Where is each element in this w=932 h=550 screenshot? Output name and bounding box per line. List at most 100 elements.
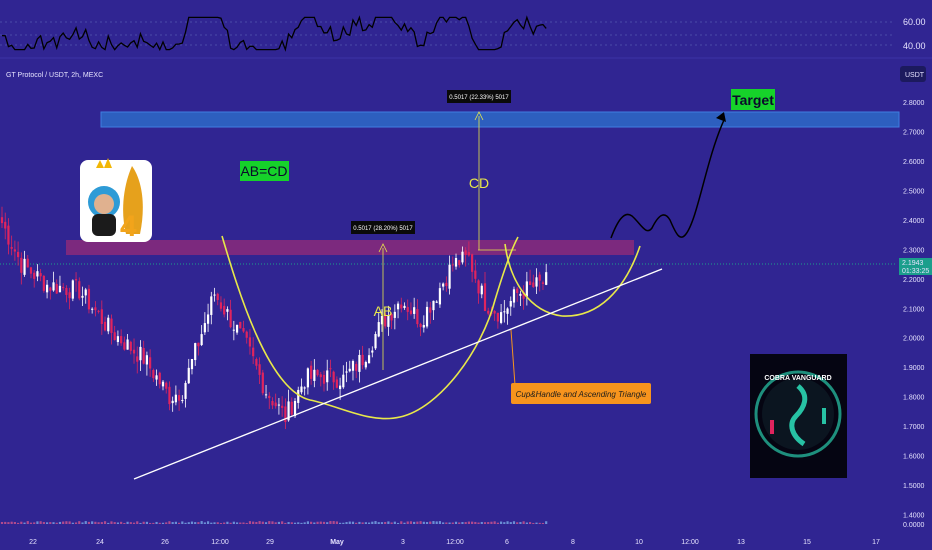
candle-body <box>116 336 120 343</box>
volume-bar <box>206 521 210 524</box>
candle-body <box>535 277 538 287</box>
candle-body <box>110 318 113 333</box>
candle-body <box>149 357 152 369</box>
volume-bar <box>136 521 139 524</box>
current-price-badge <box>899 258 932 275</box>
price-axis[interactable]: 2.8000 2.7000 2.6000 2.5000 2.4000 2.3000 2.20… <box>903 100 925 519</box>
currency-badge[interactable] <box>900 66 926 82</box>
volume-bar <box>461 522 464 524</box>
volume-bar <box>129 522 132 524</box>
candle-body <box>310 365 313 379</box>
candle-body <box>87 288 91 310</box>
volume-bar <box>445 522 448 524</box>
candle-body <box>97 310 100 312</box>
volume-bar <box>432 521 435 524</box>
candle-body <box>361 354 364 366</box>
candle-body <box>190 358 194 370</box>
avatar-body <box>92 214 116 236</box>
volume-bar <box>303 522 306 524</box>
volume-bar <box>310 521 313 524</box>
volume-bar <box>390 522 393 524</box>
candle-body <box>113 332 116 340</box>
volume-bar <box>29 522 33 524</box>
volume-bar <box>248 521 252 524</box>
candle-body <box>100 309 103 324</box>
candle-body <box>435 301 438 303</box>
volume-bar <box>487 522 490 524</box>
volume-bar <box>371 521 374 524</box>
candle-body <box>268 395 271 399</box>
candle-body <box>187 367 190 384</box>
volume-bar <box>483 522 487 524</box>
candle-body <box>345 371 348 373</box>
candle-body <box>20 257 23 273</box>
volume-bar <box>68 521 71 524</box>
volume-bar <box>152 522 155 524</box>
volume-bar <box>126 521 129 524</box>
candle-body <box>194 343 197 361</box>
time-tick-label: 29 <box>266 539 274 546</box>
candle-body <box>448 264 451 289</box>
candle-body <box>219 302 223 309</box>
candle-body <box>374 334 377 349</box>
volume-bar <box>522 521 525 524</box>
candle-body <box>42 275 45 291</box>
candle-body <box>4 221 7 229</box>
volume-bar <box>528 522 532 524</box>
volume-bar <box>297 522 300 524</box>
candle-body <box>235 324 239 333</box>
candle-body <box>451 264 454 266</box>
candle-body <box>58 285 62 293</box>
volume-bar <box>139 522 142 524</box>
candle-body <box>258 364 261 375</box>
candle-body <box>506 308 509 314</box>
volume-bar <box>107 522 110 524</box>
candle-body <box>129 341 132 351</box>
candle-body <box>342 374 345 388</box>
volume-bar <box>74 522 78 524</box>
volume-bar <box>10 521 13 524</box>
projection-arrow-icon <box>716 112 726 122</box>
volume-bar <box>171 522 174 524</box>
volume-bar <box>435 521 438 524</box>
ascending-trendline[interactable] <box>133 268 663 480</box>
candle-body <box>319 374 322 378</box>
time-tick-label: 15 <box>803 539 811 546</box>
price-tick-label: 2.1000 <box>903 306 925 313</box>
volume-bar <box>380 522 384 524</box>
volume-bar <box>477 522 480 524</box>
candle-body <box>178 395 181 401</box>
candle-body <box>145 355 148 365</box>
oscillator-line <box>1 15 547 52</box>
candle-body <box>84 289 87 296</box>
volume-bar <box>42 522 45 524</box>
time-tick-label: 24 <box>96 539 104 546</box>
candle-body <box>126 339 129 350</box>
time-axis[interactable]: 22 24 26 12:00 29 May 3 12:00 6 8 10 12:00 13 15 17 <box>29 539 880 546</box>
volume-bar <box>329 521 332 524</box>
candle-body <box>528 281 532 285</box>
volume-bar <box>471 521 474 524</box>
candle-body <box>487 310 490 314</box>
candle-body <box>158 372 161 385</box>
price-tick-label: 2.2000 <box>903 277 925 284</box>
candle-body <box>284 406 287 423</box>
volume-bar <box>123 522 126 524</box>
brand-name: COBRA VANGUARD <box>764 375 831 382</box>
candle-body <box>396 303 400 310</box>
candle-body <box>541 282 545 284</box>
candle-body <box>519 293 522 296</box>
volume-bar <box>145 521 148 524</box>
candle-body <box>29 267 33 274</box>
volume-bar <box>358 521 361 524</box>
volume-bar <box>142 521 145 524</box>
volume-bar <box>458 522 461 524</box>
volume-bar <box>149 522 152 524</box>
candle-body <box>432 300 435 311</box>
cd-measure-box <box>447 90 511 103</box>
candle-body <box>161 381 165 387</box>
four-digit-icon: 4 <box>120 210 137 243</box>
volume-bar <box>438 521 442 524</box>
volume-bar <box>396 522 400 524</box>
